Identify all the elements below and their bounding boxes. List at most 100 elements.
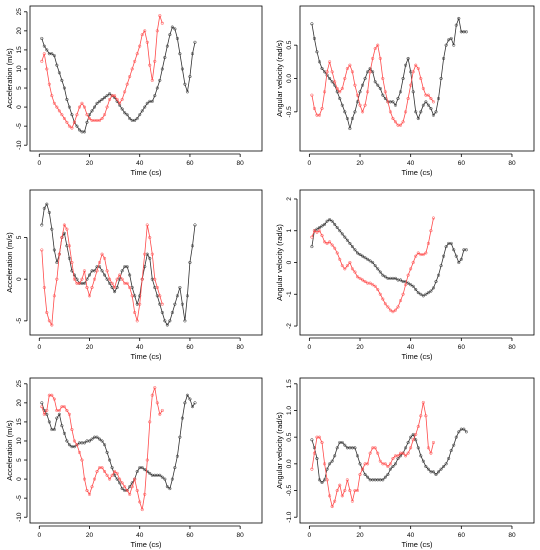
data-point-black <box>434 280 438 284</box>
data-point-black <box>55 260 59 265</box>
data-point-red <box>72 439 76 443</box>
data-point-red <box>421 86 425 91</box>
x-tick-label: 60 <box>186 160 194 167</box>
data-point-red <box>396 305 400 309</box>
data-point-red <box>376 43 380 47</box>
data-point-red <box>383 302 387 306</box>
data-point-black <box>388 467 392 471</box>
data-point-red <box>426 93 430 97</box>
data-point-black <box>180 416 184 420</box>
data-point-black <box>148 256 152 260</box>
data-point-black <box>82 281 87 285</box>
data-point-red <box>421 400 425 405</box>
data-point-red <box>118 273 122 277</box>
data-point-black <box>170 310 174 315</box>
data-point-black <box>188 260 192 265</box>
data-point-red <box>95 269 99 273</box>
data-point-black <box>150 99 154 103</box>
data-point-red <box>75 113 79 117</box>
data-point-black <box>135 469 139 474</box>
data-point-red <box>85 113 89 117</box>
data-point-red <box>80 458 84 462</box>
x-tick-label: 40 <box>136 344 144 351</box>
data-point-red <box>40 405 44 409</box>
series-line-black <box>311 219 467 297</box>
y-tick-label: -1 <box>286 291 293 297</box>
data-point-black <box>72 273 76 277</box>
data-point-black <box>123 111 127 115</box>
data-point-red <box>338 257 342 261</box>
y-tick-label: 5 <box>16 235 23 239</box>
data-point-red <box>40 248 44 252</box>
data-point-black <box>175 454 179 458</box>
y-tick-label: 10 <box>16 437 23 445</box>
data-point-red <box>75 443 79 447</box>
x-tick-label: 0 <box>37 344 41 351</box>
series-line-black <box>41 26 196 133</box>
data-point-black <box>335 446 339 450</box>
chart-panel-2: 0 20 40 60 80 -0.5 0.0 0.5 Time (cs) Angular velo… <box>275 5 535 177</box>
data-point-red <box>133 310 137 315</box>
data-point-red <box>135 488 139 493</box>
data-point-black <box>333 222 337 226</box>
x-tick-label: 80 <box>508 160 516 167</box>
data-point-black <box>442 56 446 61</box>
data-point-black <box>368 259 372 263</box>
data-point-red <box>320 233 324 238</box>
data-point-black <box>378 270 382 274</box>
data-point-black <box>193 40 197 44</box>
data-point-black <box>138 113 142 117</box>
series-line-black <box>41 394 196 491</box>
data-point-red <box>85 285 89 290</box>
data-point-black <box>366 257 370 261</box>
data-point-red <box>378 292 382 296</box>
data-point-black <box>398 278 403 282</box>
data-point-red <box>358 472 362 477</box>
y-axis-label: Angular velocity (rad/s) <box>275 224 284 301</box>
data-point-red <box>62 223 66 227</box>
data-point-black <box>315 227 319 231</box>
data-point-red <box>125 281 129 285</box>
data-point-black <box>178 435 182 439</box>
data-point-black <box>404 446 408 450</box>
data-point-black <box>317 478 322 482</box>
data-point-black <box>108 458 112 462</box>
data-point-black <box>353 110 357 114</box>
data-point-red <box>398 123 403 127</box>
data-point-black <box>363 472 367 477</box>
data-point-red <box>343 488 347 493</box>
x-tick-label: 80 <box>237 160 245 167</box>
data-point-red <box>368 281 372 285</box>
data-point-black <box>421 294 425 298</box>
data-point-red <box>343 267 347 271</box>
data-point-black <box>60 78 64 82</box>
x-tick-label: 80 <box>237 532 245 539</box>
data-point-black <box>82 441 87 445</box>
y-tick-label: -2 <box>286 323 293 329</box>
data-point-black <box>128 116 132 121</box>
data-point-black <box>360 254 365 258</box>
data-point-red <box>376 287 380 292</box>
data-point-red <box>312 106 316 111</box>
data-point-black <box>330 219 334 223</box>
data-point-red <box>65 120 69 124</box>
data-point-red <box>123 90 127 94</box>
y-tick-label: -5 <box>16 495 23 501</box>
data-point-black <box>170 477 174 481</box>
data-point-red <box>348 260 352 265</box>
data-point-red <box>424 414 428 418</box>
y-tick-label: -10 <box>16 512 23 522</box>
data-point-red <box>312 451 316 455</box>
data-point-red <box>100 466 104 470</box>
data-point-red <box>153 277 157 281</box>
data-point-black <box>338 229 342 233</box>
data-point-red <box>42 412 46 416</box>
data-point-black <box>310 245 314 249</box>
data-point-black <box>120 269 124 273</box>
x-axis-label: Time (cs) <box>402 352 433 361</box>
data-point-black <box>170 25 174 29</box>
data-point-red <box>340 494 344 498</box>
data-point-red <box>335 86 339 91</box>
data-point-red <box>87 294 92 298</box>
data-point-black <box>434 472 438 477</box>
